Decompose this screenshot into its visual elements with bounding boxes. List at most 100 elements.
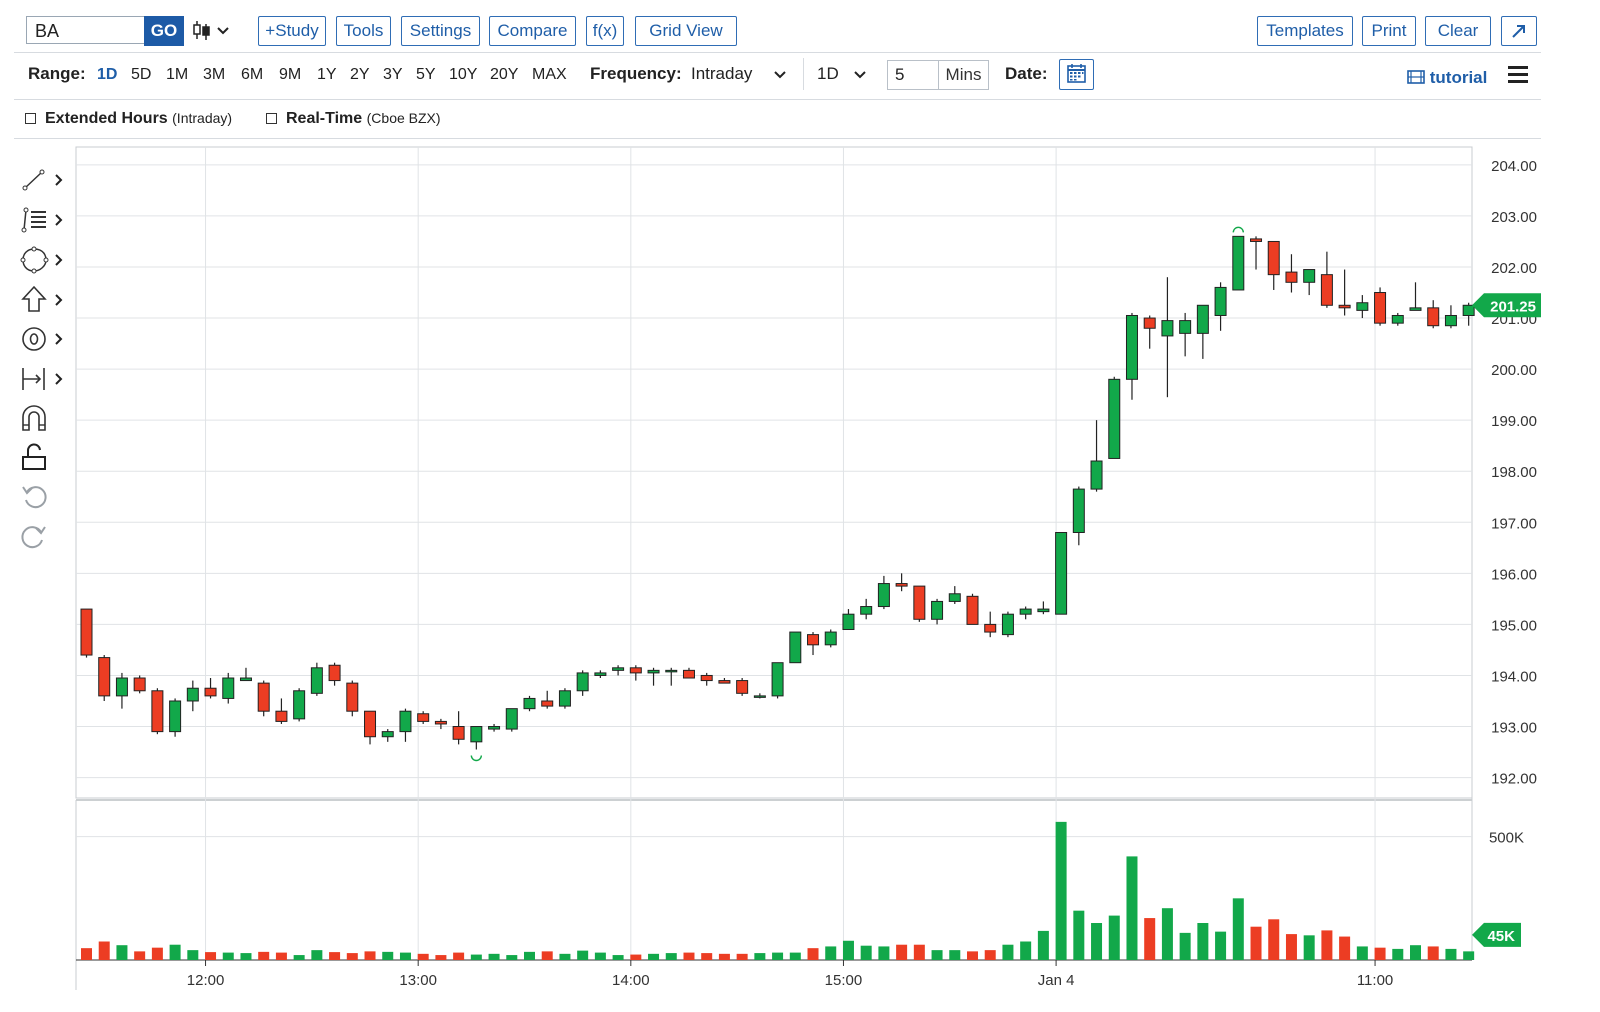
settings-button[interactable]: Settings <box>401 16 480 46</box>
candlestick-icon[interactable] <box>192 18 234 44</box>
time-tick-label: 12:00 <box>187 972 225 989</box>
divider <box>803 58 804 90</box>
candle-body <box>1179 320 1192 334</box>
measure-tool-icon <box>22 368 63 390</box>
volume-bar <box>772 952 784 960</box>
interval-unit: Mins <box>939 60 989 90</box>
range-3y[interactable]: 3Y <box>383 66 403 83</box>
candle <box>948 586 961 604</box>
range-1d[interactable]: 1D <box>97 66 118 83</box>
volume-bar <box>1179 932 1191 960</box>
chevron-down-icon <box>774 71 786 79</box>
lock-tool[interactable] <box>20 442 68 474</box>
range-3m[interactable]: 3M <box>203 66 226 83</box>
volume-bar <box>648 953 660 960</box>
arrow-tool[interactable] <box>20 284 68 316</box>
candle <box>1143 315 1156 349</box>
tools-button[interactable]: Tools <box>336 16 391 46</box>
volume-bar <box>541 951 553 960</box>
candle <box>966 593 979 625</box>
range-20y[interactable]: 20Y <box>490 66 519 83</box>
grid-view-button[interactable]: Grid View <box>635 16 737 46</box>
line-tool[interactable] <box>20 164 68 196</box>
counter-tool-icon <box>22 327 63 351</box>
range-6m[interactable]: 6M <box>241 66 264 83</box>
frequency-select[interactable]: Intraday <box>691 64 791 84</box>
candle-body <box>1250 238 1263 242</box>
candle-body <box>558 690 571 707</box>
candle <box>222 672 235 704</box>
last-volume-badge <box>1472 922 1521 947</box>
candle-body <box>629 667 642 674</box>
range-1y[interactable]: 1Y <box>317 66 337 83</box>
candle <box>718 678 731 684</box>
hamburger-menu-icon[interactable] <box>1508 66 1528 84</box>
period-select[interactable]: 1D <box>817 64 872 84</box>
range-10y[interactable]: 10Y <box>449 66 478 83</box>
candle-body <box>310 667 323 694</box>
magnet-tool[interactable] <box>20 402 68 434</box>
candle <box>807 632 820 656</box>
candle-body <box>1072 488 1085 533</box>
counter-tool[interactable] <box>20 323 68 355</box>
interval-input[interactable]: 5 <box>887 60 939 90</box>
calendar-button[interactable] <box>1059 59 1094 90</box>
redo-tool[interactable] <box>20 521 68 553</box>
shape-tool[interactable] <box>20 244 68 276</box>
shape-tool-icon <box>20 246 63 274</box>
measure-tool[interactable] <box>20 363 68 395</box>
templates-button[interactable]: Templates <box>1257 16 1353 46</box>
extended-hours-checkbox[interactable] <box>25 113 36 124</box>
range-9m[interactable]: 9M <box>279 66 302 83</box>
tutorial-link[interactable]: tutorial <box>1407 68 1487 88</box>
tutorial-label: tutorial <box>1429 68 1488 87</box>
volume-bar <box>842 940 854 960</box>
arrow-up-tool-icon <box>21 285 63 312</box>
print-button[interactable]: Print <box>1362 16 1416 46</box>
volume-bar <box>81 948 92 960</box>
candle <box>1072 486 1085 546</box>
candle-body <box>1001 613 1014 636</box>
volume-bar <box>1339 936 1351 960</box>
magnet-icon <box>22 405 46 431</box>
volume-bar <box>187 950 199 960</box>
range-1m[interactable]: 1M <box>166 66 189 83</box>
clear-button[interactable]: Clear <box>1425 16 1491 46</box>
volume-bar <box>630 954 642 960</box>
list-tool[interactable] <box>20 204 68 236</box>
study-button[interactable]: +Study <box>258 16 326 46</box>
candle <box>1267 240 1280 290</box>
volume-bar <box>1144 918 1156 960</box>
range-5d[interactable]: 5D <box>131 66 152 83</box>
line-tool-icon <box>22 169 63 191</box>
candle-body <box>1391 314 1404 324</box>
popout-button[interactable] <box>1501 16 1537 46</box>
function-button[interactable]: f(x) <box>586 16 624 46</box>
price-tick-label: 193.00 <box>1491 720 1537 737</box>
go-button[interactable]: GO <box>144 16 184 46</box>
candle <box>1250 236 1263 270</box>
candle <box>328 662 341 686</box>
volume-bar <box>860 945 872 960</box>
price-tick-label: 199.00 <box>1491 413 1537 430</box>
chevron-down-icon <box>854 71 866 79</box>
range-max[interactable]: MAX <box>532 66 567 83</box>
real-time-checkbox[interactable] <box>266 113 277 124</box>
candle <box>417 711 430 724</box>
volume-bar <box>931 950 943 960</box>
volume-bar <box>825 946 837 960</box>
undo-tool[interactable] <box>20 481 68 513</box>
candle <box>877 575 890 610</box>
volume-bar <box>1037 930 1049 960</box>
volume-bar <box>1427 946 1439 960</box>
candle <box>682 667 695 679</box>
candle <box>824 629 837 648</box>
compare-button[interactable]: Compare <box>489 16 576 46</box>
candle-body <box>417 713 430 722</box>
candle-body <box>824 631 837 646</box>
volume-bar <box>1215 931 1227 960</box>
symbol-input[interactable]: BA <box>26 16 144 44</box>
range-5y[interactable]: 5Y <box>416 66 436 83</box>
range-2y[interactable]: 2Y <box>350 66 370 83</box>
